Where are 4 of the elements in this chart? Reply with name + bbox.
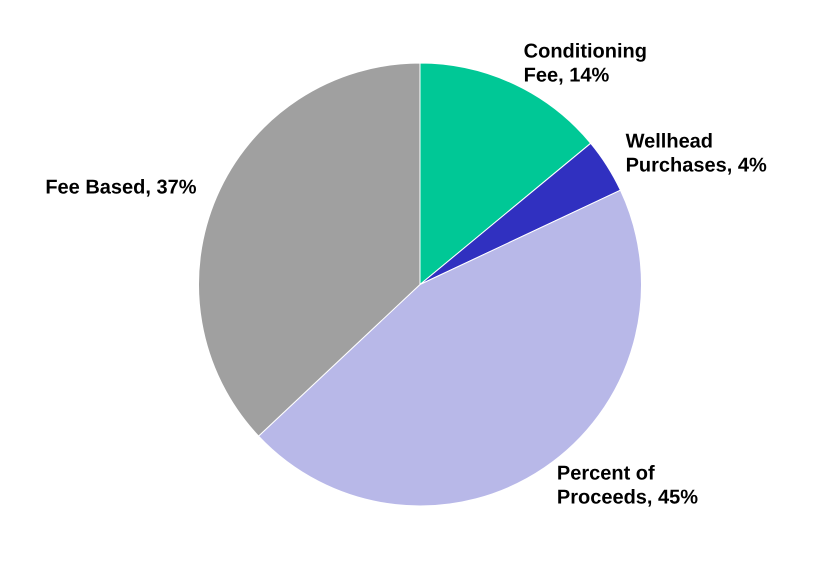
slice-label: Wellhead Purchases, 4% [626,130,767,177]
slice-label: Percent of Proceeds, 45% [556,462,698,508]
slice-label: Fee Based, 37% [45,176,197,198]
slice-label: Conditioning Fee, 14% [524,40,647,87]
